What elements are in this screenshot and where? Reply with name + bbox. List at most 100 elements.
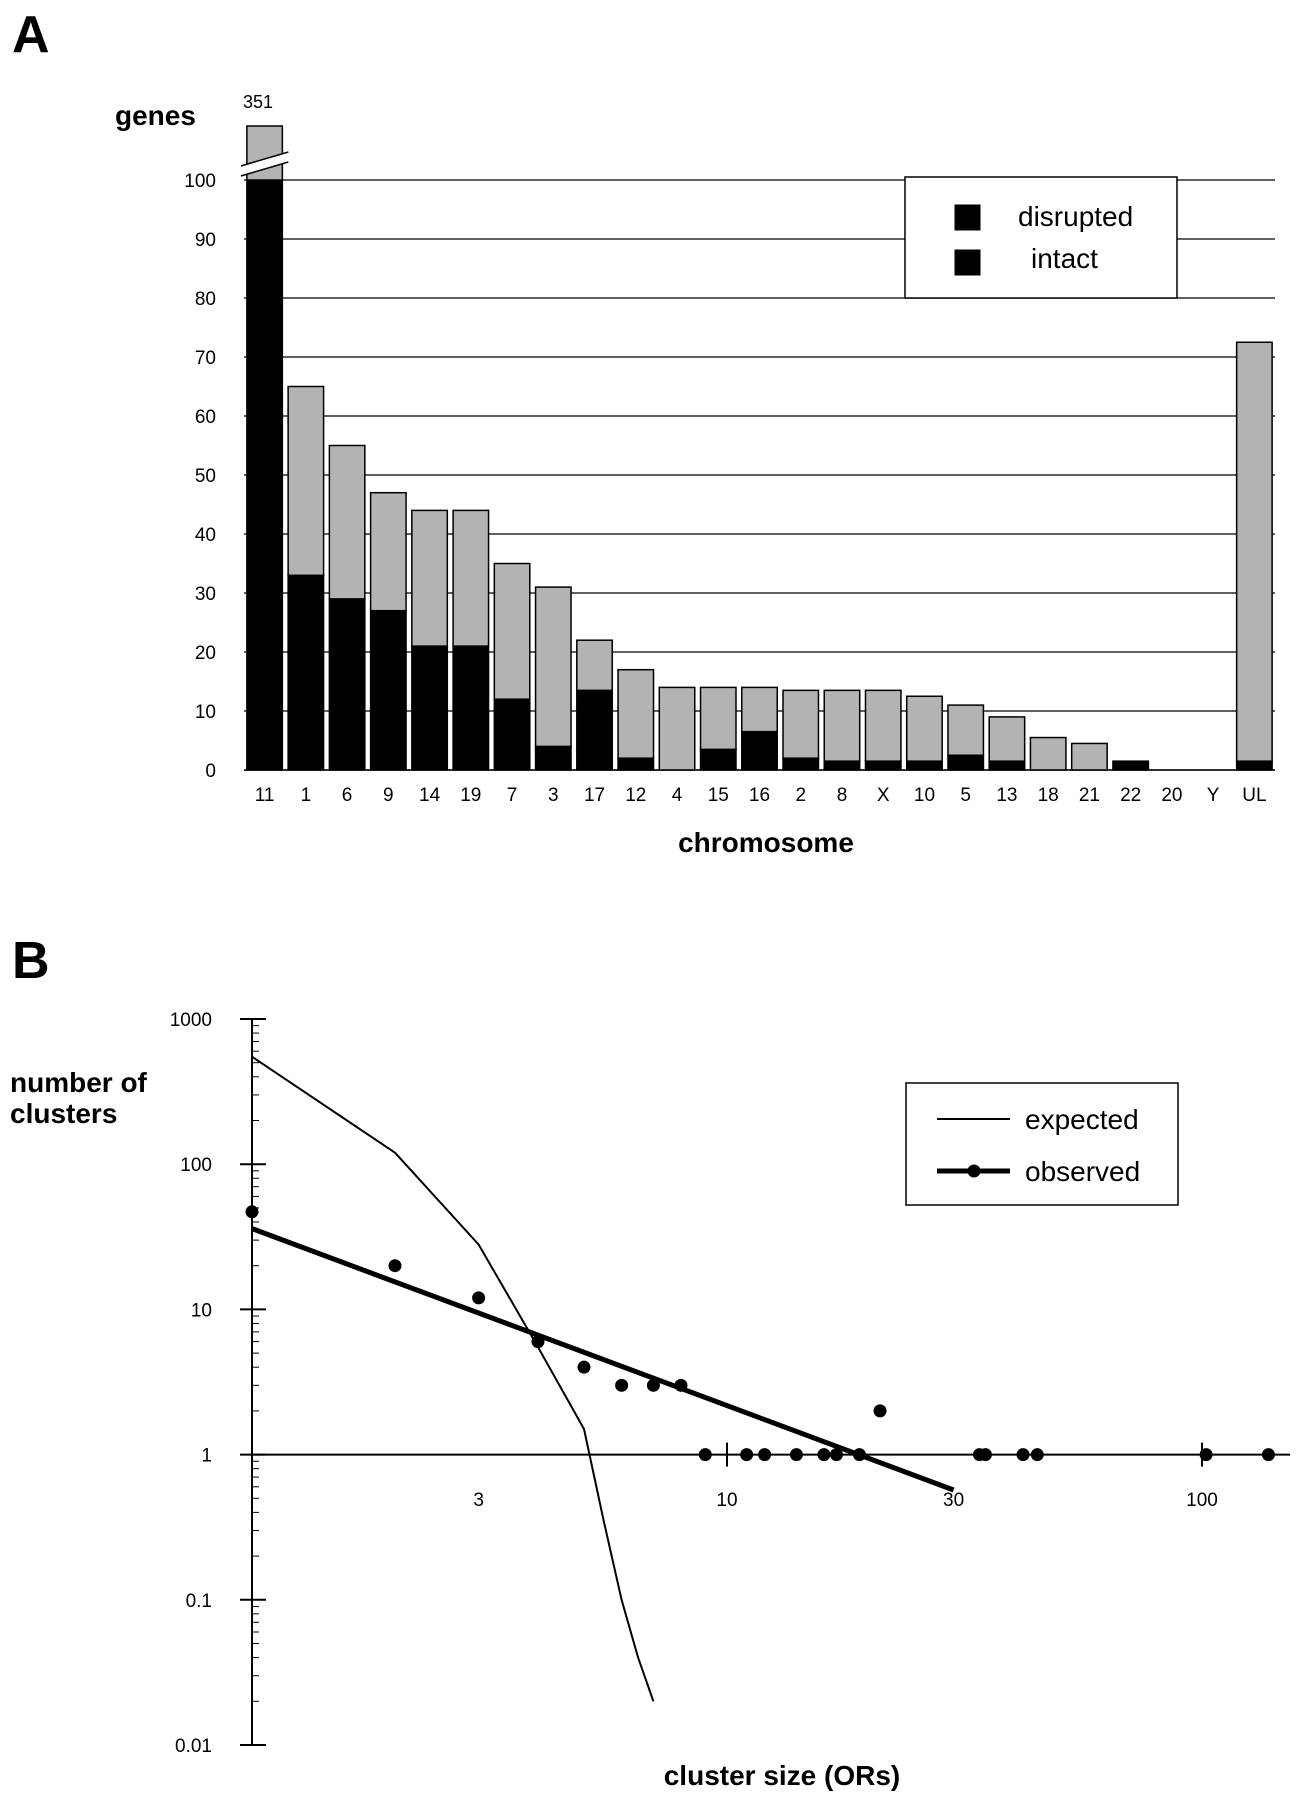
y-tick-label: 1000 xyxy=(170,1010,212,1031)
break-gap xyxy=(240,152,289,176)
legend-swatch-disrupted xyxy=(954,204,981,231)
series-line-observed-fit xyxy=(251,1226,955,1493)
y-axis-label-line2: clusters xyxy=(10,1098,117,1129)
x-tick-label: UL xyxy=(1242,785,1266,806)
bar-disrupted xyxy=(452,509,490,647)
bar-intact xyxy=(534,745,572,771)
bar-intact xyxy=(287,574,325,771)
y-tick-label: 30 xyxy=(195,584,216,605)
x-tick-label: 10 xyxy=(716,1490,737,1511)
x-tick-label: 16 xyxy=(749,785,770,806)
bar-disrupted xyxy=(823,689,861,762)
axis-break-mark xyxy=(240,151,289,177)
panel-b-legend: expected observed xyxy=(905,1082,1179,1206)
data-point-observed xyxy=(531,1335,545,1349)
bar-intact xyxy=(493,698,531,771)
bar-intact xyxy=(1235,760,1273,771)
x-tick-label: 4 xyxy=(672,785,683,806)
bar-intact xyxy=(452,645,490,771)
x-tick-label: 3 xyxy=(548,785,559,806)
y-tick-label: 10 xyxy=(195,702,216,723)
break-line xyxy=(240,161,289,177)
bar-intact xyxy=(864,760,902,771)
x-tick-label: 7 xyxy=(507,785,518,806)
x-tick-label: 100 xyxy=(1186,1490,1218,1511)
x-tick-label: 5 xyxy=(960,785,971,806)
x-tick-label: 10 xyxy=(914,785,935,806)
data-point-observed xyxy=(615,1378,629,1392)
x-tick-label: 20 xyxy=(1161,785,1182,806)
data-point-observed xyxy=(388,1259,402,1273)
panel-b-label: B xyxy=(12,932,50,990)
bar-intact xyxy=(905,760,943,771)
x-tick-label: 3 xyxy=(473,1490,484,1511)
y-tick-label: 100 xyxy=(180,1155,212,1176)
bar-disrupted xyxy=(741,686,778,733)
data-point-observed xyxy=(1261,1448,1275,1462)
bar-disrupted xyxy=(905,695,943,762)
y-tick-label: 10 xyxy=(191,1300,212,1321)
bar-intact xyxy=(328,598,366,771)
legend-swatch-intact xyxy=(954,249,981,276)
bar-intact xyxy=(617,757,655,771)
data-point-observed xyxy=(472,1291,486,1305)
data-point-observed xyxy=(978,1448,992,1462)
data-point-observed xyxy=(873,1404,887,1418)
bar-disrupted xyxy=(988,716,1026,762)
y-tick-label: 40 xyxy=(195,525,216,546)
x-tick-label: 14 xyxy=(419,785,441,806)
legend-marker-observed xyxy=(967,1164,981,1178)
bar-intact xyxy=(369,609,407,771)
x-tick-label: 21 xyxy=(1079,785,1100,806)
x-tick-label: 1 xyxy=(301,785,312,806)
bar-intact xyxy=(411,645,449,771)
data-point-observed xyxy=(758,1448,772,1462)
x-axis-label: cluster size (ORs) xyxy=(664,1760,901,1791)
bar-disrupted xyxy=(493,562,531,700)
bar-disrupted xyxy=(782,689,820,759)
bar-disrupted xyxy=(1235,341,1273,762)
bar-intact xyxy=(699,748,737,771)
bar-intact xyxy=(246,179,284,771)
y-axis-label: genes xyxy=(115,100,196,131)
data-point-observed xyxy=(245,1205,259,1219)
x-tick-label: X xyxy=(877,785,890,806)
legend-label-disrupted: disrupted xyxy=(1018,201,1133,232)
data-point-observed xyxy=(698,1448,712,1462)
bar-intact xyxy=(947,754,985,771)
y-tick-label: 60 xyxy=(195,407,216,428)
data-point-observed xyxy=(1030,1448,1044,1462)
y-tick-label: 80 xyxy=(195,289,216,310)
x-tick-label: Y xyxy=(1207,785,1220,806)
x-axis-label: chromosome xyxy=(678,827,854,858)
x-tick-label: 22 xyxy=(1120,785,1141,806)
bar-disrupted xyxy=(576,639,614,692)
x-tick-label: 2 xyxy=(795,785,806,806)
bar-disrupted xyxy=(411,509,449,647)
bar-disrupted xyxy=(534,586,572,748)
data-point-observed xyxy=(577,1360,591,1374)
panel-a-legend: disrupted intact xyxy=(904,176,1178,299)
data-point-observed xyxy=(1016,1448,1030,1462)
data-point-observed xyxy=(817,1448,831,1462)
bar-intact xyxy=(782,757,820,771)
broken-bar-value-label: 351 xyxy=(243,92,273,112)
data-point-observed xyxy=(674,1378,688,1392)
y-tick-label: 100 xyxy=(184,171,216,192)
bar-disrupted xyxy=(617,668,655,759)
y-tick-label: 20 xyxy=(195,643,216,664)
bar-disrupted xyxy=(699,686,737,751)
x-tick-label: 6 xyxy=(342,785,353,806)
x-tick-label: 18 xyxy=(1038,785,1059,806)
bar-intact xyxy=(576,689,614,771)
series-line-expected xyxy=(251,1055,655,1702)
x-tick-label: 30 xyxy=(943,1490,964,1511)
bar-disrupted xyxy=(864,689,902,762)
y-tick-label: 0 xyxy=(205,761,216,782)
y-tick-label: 0.01 xyxy=(175,1736,212,1757)
bar-disrupted xyxy=(947,704,985,756)
legend-label-expected: expected xyxy=(1025,1104,1139,1135)
data-point-observed xyxy=(852,1448,866,1462)
data-point-observed xyxy=(1199,1448,1213,1462)
